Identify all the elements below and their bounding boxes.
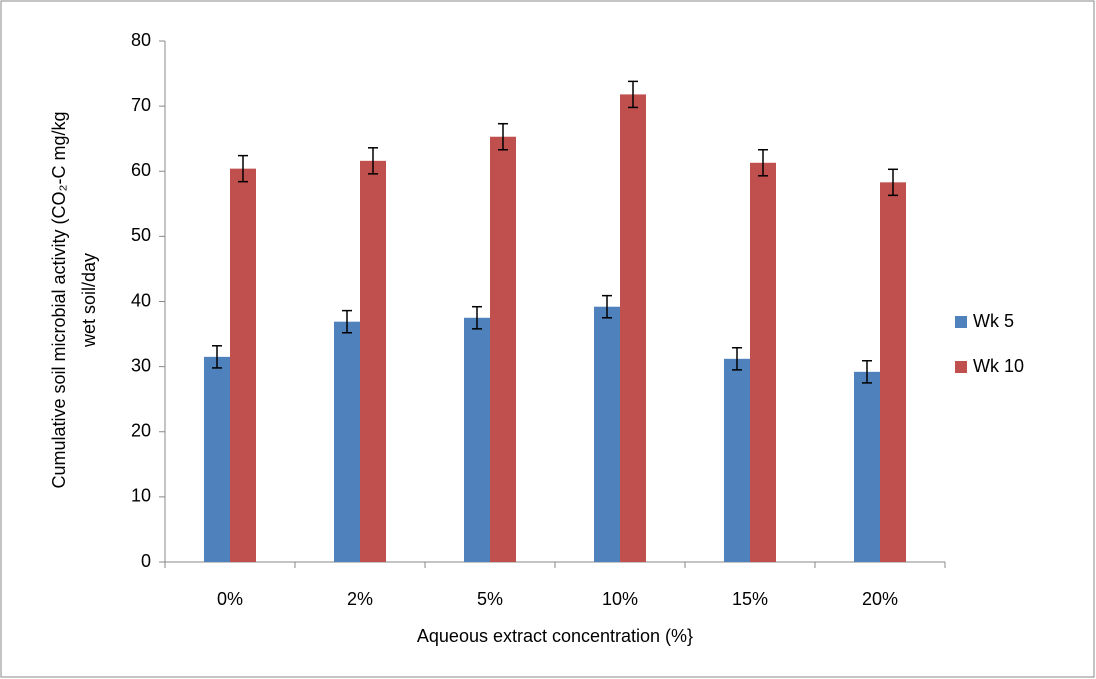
error-bar [238, 154, 248, 183]
bar [594, 306, 620, 562]
y-axis-title: Cumulative soil microbial activity (CO₂-… [49, 111, 69, 488]
y-axis-title: wet soil/day [79, 253, 99, 348]
error-bar [602, 294, 612, 319]
legend-swatch [955, 316, 967, 328]
bar [880, 182, 906, 563]
y-tick-label: 20 [131, 421, 151, 441]
legend-swatch [955, 361, 967, 373]
bar [230, 168, 256, 562]
legend-label: Wk 10 [973, 356, 1024, 376]
error-bar [368, 147, 378, 175]
y-tick-label: 10 [131, 486, 151, 506]
error-bar [342, 309, 352, 334]
bar [490, 136, 516, 562]
y-tick-label: 30 [131, 355, 151, 375]
x-axis-title: Aqueous extract concentration (%} [417, 626, 693, 646]
y-tick-label: 60 [131, 160, 151, 180]
error-bar [862, 360, 872, 384]
bar [724, 358, 750, 562]
error-bar [472, 305, 482, 330]
y-tick-label: 0 [141, 551, 151, 571]
error-bar [212, 345, 222, 369]
x-tick-label: 20% [862, 589, 898, 609]
x-tick-label: 10% [602, 589, 638, 609]
y-tick-label: 70 [131, 95, 151, 115]
x-tick-label: 2% [347, 589, 373, 609]
bar [334, 321, 360, 562]
bar [204, 356, 230, 562]
bar [750, 162, 776, 562]
y-tick-label: 50 [131, 225, 151, 245]
error-bar [732, 346, 742, 371]
error-bar [758, 149, 768, 177]
legend-label: Wk 5 [973, 311, 1014, 331]
x-tick-label: 5% [477, 589, 503, 609]
bar [854, 371, 880, 562]
y-tick-label: 80 [131, 30, 151, 50]
error-bar [498, 122, 508, 151]
x-tick-label: 15% [732, 589, 768, 609]
bar [620, 94, 646, 562]
x-tick-label: 0% [217, 589, 243, 609]
bar [464, 317, 490, 562]
bar [360, 160, 386, 562]
y-tick-label: 40 [131, 290, 151, 310]
error-bar [628, 80, 638, 109]
error-bar [888, 168, 898, 197]
